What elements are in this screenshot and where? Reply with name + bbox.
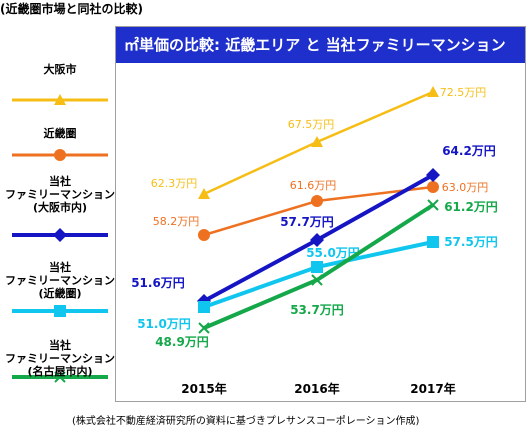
data-label: 67.5万円 [288,118,335,131]
legend-markers [12,94,108,383]
data-label: 51.6万円 [131,276,185,290]
chart-legend: 大阪市近畿圏当社 ファミリーマンション (大阪市内) 当社 ファミリーマンション … [0,55,120,395]
data-label: 51.0万円 [137,317,191,331]
series-4: 51.0万円 55.0万円 57.5万円 [137,235,498,331]
legend-label: 当社 ファミリーマンション (大阪市内) [5,175,115,214]
data-label: 58.2万円 [153,215,200,228]
legend-label: 当社 ファミリーマンション (近畿圏) [5,261,115,300]
data-point [310,233,324,247]
data-point [198,322,210,334]
data-label: 57.7万円 [280,215,334,229]
data-point [311,261,323,273]
data-label: 53.7万円 [290,303,344,317]
series-2: 58.2万円 61.6万円 63.0万円 [153,179,489,241]
legend-label: 大阪市 [43,63,77,76]
data-label: 64.2万円 [442,144,496,158]
data-label: 72.5万円 [440,86,487,99]
data-point [311,136,323,147]
data-point [427,181,439,193]
x-tick-label: 2015年 [181,381,226,396]
data-label: 61.2万円 [444,200,498,214]
data-label: 48.9万円 [155,335,209,349]
chart-title: ㎡単価の比較: 近畿エリア と 当社ファミリーマンション [116,27,525,63]
series-3: 51.6万円 57.7万円 64.2万円 [131,144,496,308]
data-point [311,195,323,207]
series-1: 62.3万円 67.5万円 72.5万円 [151,86,487,199]
data-point [198,188,210,199]
data-label: 61.6万円 [290,179,337,192]
x-tick-label: 2016年 [294,381,339,396]
data-point [311,274,323,286]
legend-marker [54,149,66,161]
legend-label: 当社 ファミリーマンション (名古屋市内) [5,339,115,378]
x-tick-label: 2017年 [410,381,455,396]
data-label: 62.3万円 [151,177,198,190]
legend-marker [54,94,66,105]
legend-label: 近畿圏 [43,127,77,140]
legend-marker [54,305,66,317]
data-point [198,229,210,241]
data-point [427,86,439,97]
data-point [427,236,439,248]
series-5: 48.9万円 53.7万円 61.2万円 [155,199,498,349]
data-label: 55.0万円 [306,246,360,260]
source-note: (株式会社不動産経済研究所の資料に基づきプレサンスコーポレーション作成) [72,416,420,427]
legend-marker [53,228,67,242]
data-label: 57.5万円 [444,235,498,249]
page-caption: (近畿圏市場と同社の比較) [0,2,143,16]
legend-marker [54,371,66,383]
chart-frame: 62.3万円 67.5万円 72.5万円 58.2万円 61.6万円 63.0万円 51.6… [115,26,526,402]
data-point [198,301,210,313]
data-point [427,199,439,211]
data-label: 63.0万円 [442,181,489,194]
data-point [426,168,440,182]
